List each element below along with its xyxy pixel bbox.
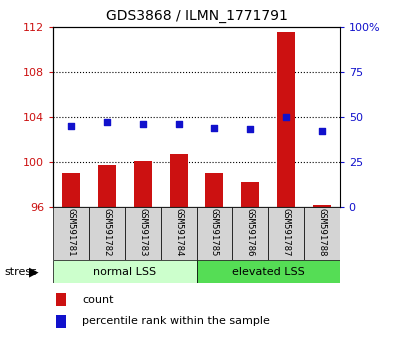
Bar [313, 205, 331, 207]
Text: percentile rank within the sample: percentile rank within the sample [82, 316, 270, 326]
Point [68, 123, 74, 129]
Bar [56, 315, 66, 328]
Point [319, 129, 325, 134]
Text: elevated LSS: elevated LSS [232, 267, 305, 277]
Bar [205, 173, 223, 207]
Text: GSM591781: GSM591781 [67, 209, 76, 257]
Bar [56, 293, 66, 306]
Point [140, 121, 146, 127]
Bar [304, 207, 340, 260]
Bar [232, 207, 268, 260]
Point [104, 119, 110, 125]
Point [211, 125, 218, 131]
Text: GSM591787: GSM591787 [282, 209, 290, 257]
Point [175, 121, 182, 127]
Text: ▶: ▶ [29, 265, 38, 278]
Text: GSM591784: GSM591784 [174, 209, 183, 257]
Bar [134, 161, 152, 207]
Text: GSM591788: GSM591788 [317, 209, 326, 257]
Point [283, 114, 289, 120]
Text: count: count [82, 295, 113, 304]
Point [247, 127, 253, 132]
Bar [53, 207, 89, 260]
Bar [161, 207, 197, 260]
Bar [53, 260, 197, 283]
Bar [197, 207, 232, 260]
Text: normal LSS: normal LSS [93, 267, 156, 277]
Bar [62, 173, 80, 207]
Bar [241, 182, 259, 207]
Text: GSM591785: GSM591785 [210, 209, 219, 257]
Text: GSM591782: GSM591782 [103, 209, 111, 257]
Bar [268, 207, 304, 260]
Text: GSM591783: GSM591783 [138, 209, 147, 257]
Bar [98, 165, 116, 207]
Bar [125, 207, 161, 260]
Text: stress: stress [4, 267, 37, 277]
Bar [277, 32, 295, 207]
Text: GSM591786: GSM591786 [246, 209, 255, 257]
Bar [89, 207, 125, 260]
Title: GDS3868 / ILMN_1771791: GDS3868 / ILMN_1771791 [105, 9, 288, 23]
Bar [170, 154, 188, 207]
Bar [197, 260, 340, 283]
